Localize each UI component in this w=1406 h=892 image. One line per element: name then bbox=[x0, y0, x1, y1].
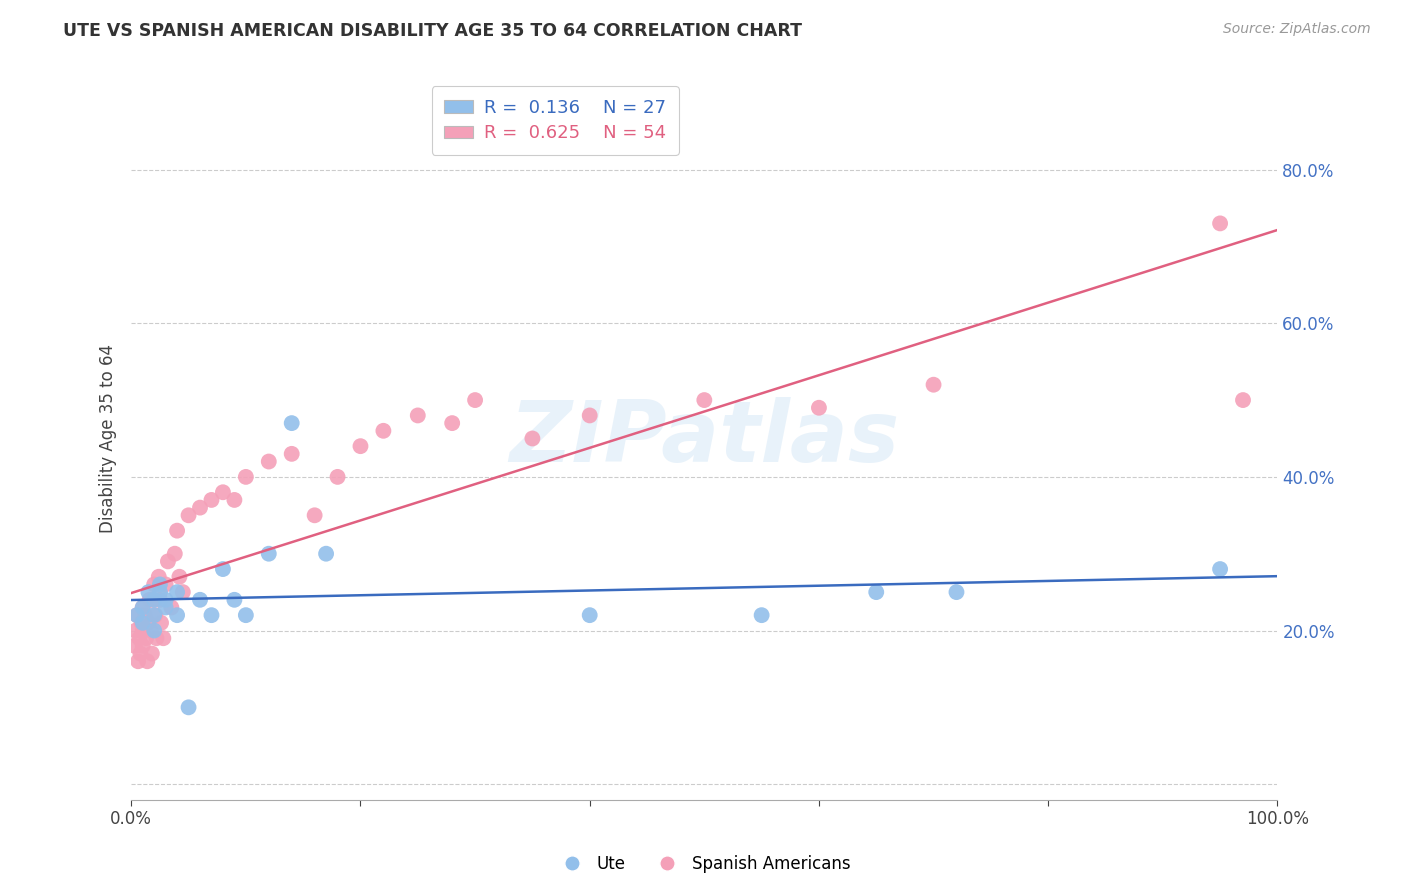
Point bbox=[257, 454, 280, 468]
Point bbox=[865, 585, 887, 599]
Point bbox=[128, 631, 150, 645]
Point bbox=[138, 592, 160, 607]
Point bbox=[132, 639, 155, 653]
Point bbox=[124, 639, 146, 653]
Point bbox=[136, 654, 159, 668]
Point bbox=[150, 615, 173, 630]
Point bbox=[143, 577, 166, 591]
Point bbox=[139, 624, 162, 638]
Point bbox=[132, 600, 155, 615]
Point bbox=[155, 577, 177, 591]
Point bbox=[464, 393, 486, 408]
Point bbox=[125, 608, 148, 623]
Point bbox=[578, 409, 600, 423]
Point bbox=[149, 585, 172, 599]
Point bbox=[143, 608, 166, 623]
Point bbox=[152, 631, 174, 645]
Point bbox=[224, 492, 246, 507]
Point bbox=[177, 508, 200, 523]
Point bbox=[155, 600, 177, 615]
Point bbox=[131, 615, 153, 630]
Point bbox=[172, 585, 194, 599]
Point bbox=[138, 615, 160, 630]
Point bbox=[145, 631, 167, 645]
Point bbox=[135, 631, 157, 645]
Point bbox=[406, 409, 429, 423]
Point bbox=[149, 577, 172, 591]
Point bbox=[200, 608, 222, 623]
Point bbox=[304, 508, 326, 523]
Point bbox=[235, 470, 257, 484]
Point bbox=[200, 492, 222, 507]
Point bbox=[138, 585, 160, 599]
Point bbox=[132, 624, 155, 638]
Point bbox=[373, 424, 395, 438]
Point bbox=[441, 416, 464, 430]
Point bbox=[349, 439, 371, 453]
Point bbox=[1209, 562, 1232, 576]
Point bbox=[1232, 393, 1254, 408]
Point bbox=[156, 554, 179, 568]
Point bbox=[129, 647, 152, 661]
Point bbox=[166, 585, 188, 599]
Point bbox=[578, 608, 600, 623]
Point bbox=[177, 700, 200, 714]
Point bbox=[132, 600, 155, 615]
Point bbox=[163, 547, 186, 561]
Point bbox=[141, 647, 163, 661]
Point bbox=[751, 608, 773, 623]
Point bbox=[280, 447, 302, 461]
Point bbox=[188, 500, 211, 515]
Text: ZIPatlas: ZIPatlas bbox=[509, 397, 900, 480]
Point bbox=[166, 608, 188, 623]
Point bbox=[132, 615, 155, 630]
Point bbox=[235, 608, 257, 623]
Point bbox=[257, 547, 280, 561]
Point bbox=[807, 401, 830, 415]
Point bbox=[693, 393, 716, 408]
Point bbox=[1209, 216, 1232, 230]
Point bbox=[224, 592, 246, 607]
Point bbox=[326, 470, 349, 484]
Point bbox=[125, 624, 148, 638]
Point bbox=[125, 608, 148, 623]
Point bbox=[155, 592, 177, 607]
Point bbox=[148, 570, 170, 584]
Point bbox=[188, 592, 211, 607]
Point bbox=[212, 485, 235, 500]
Point bbox=[522, 432, 544, 446]
Legend: R =  0.136    N = 27, R =  0.625    N = 54: R = 0.136 N = 27, R = 0.625 N = 54 bbox=[432, 87, 679, 155]
Point bbox=[142, 592, 165, 607]
Point bbox=[315, 547, 337, 561]
Point bbox=[280, 416, 302, 430]
Y-axis label: Disability Age 35 to 64: Disability Age 35 to 64 bbox=[100, 344, 117, 533]
Legend: Ute, Spanish Americans: Ute, Spanish Americans bbox=[548, 848, 858, 880]
Point bbox=[169, 570, 191, 584]
Point bbox=[143, 592, 166, 607]
Point bbox=[166, 524, 188, 538]
Point bbox=[160, 600, 183, 615]
Point bbox=[143, 608, 166, 623]
Point bbox=[127, 654, 149, 668]
Point bbox=[212, 562, 235, 576]
Point bbox=[945, 585, 967, 599]
Text: Source: ZipAtlas.com: Source: ZipAtlas.com bbox=[1223, 22, 1371, 37]
Point bbox=[134, 608, 156, 623]
Point bbox=[922, 377, 945, 392]
Point bbox=[149, 592, 172, 607]
Text: UTE VS SPANISH AMERICAN DISABILITY AGE 35 TO 64 CORRELATION CHART: UTE VS SPANISH AMERICAN DISABILITY AGE 3… bbox=[63, 22, 803, 40]
Point bbox=[143, 624, 166, 638]
